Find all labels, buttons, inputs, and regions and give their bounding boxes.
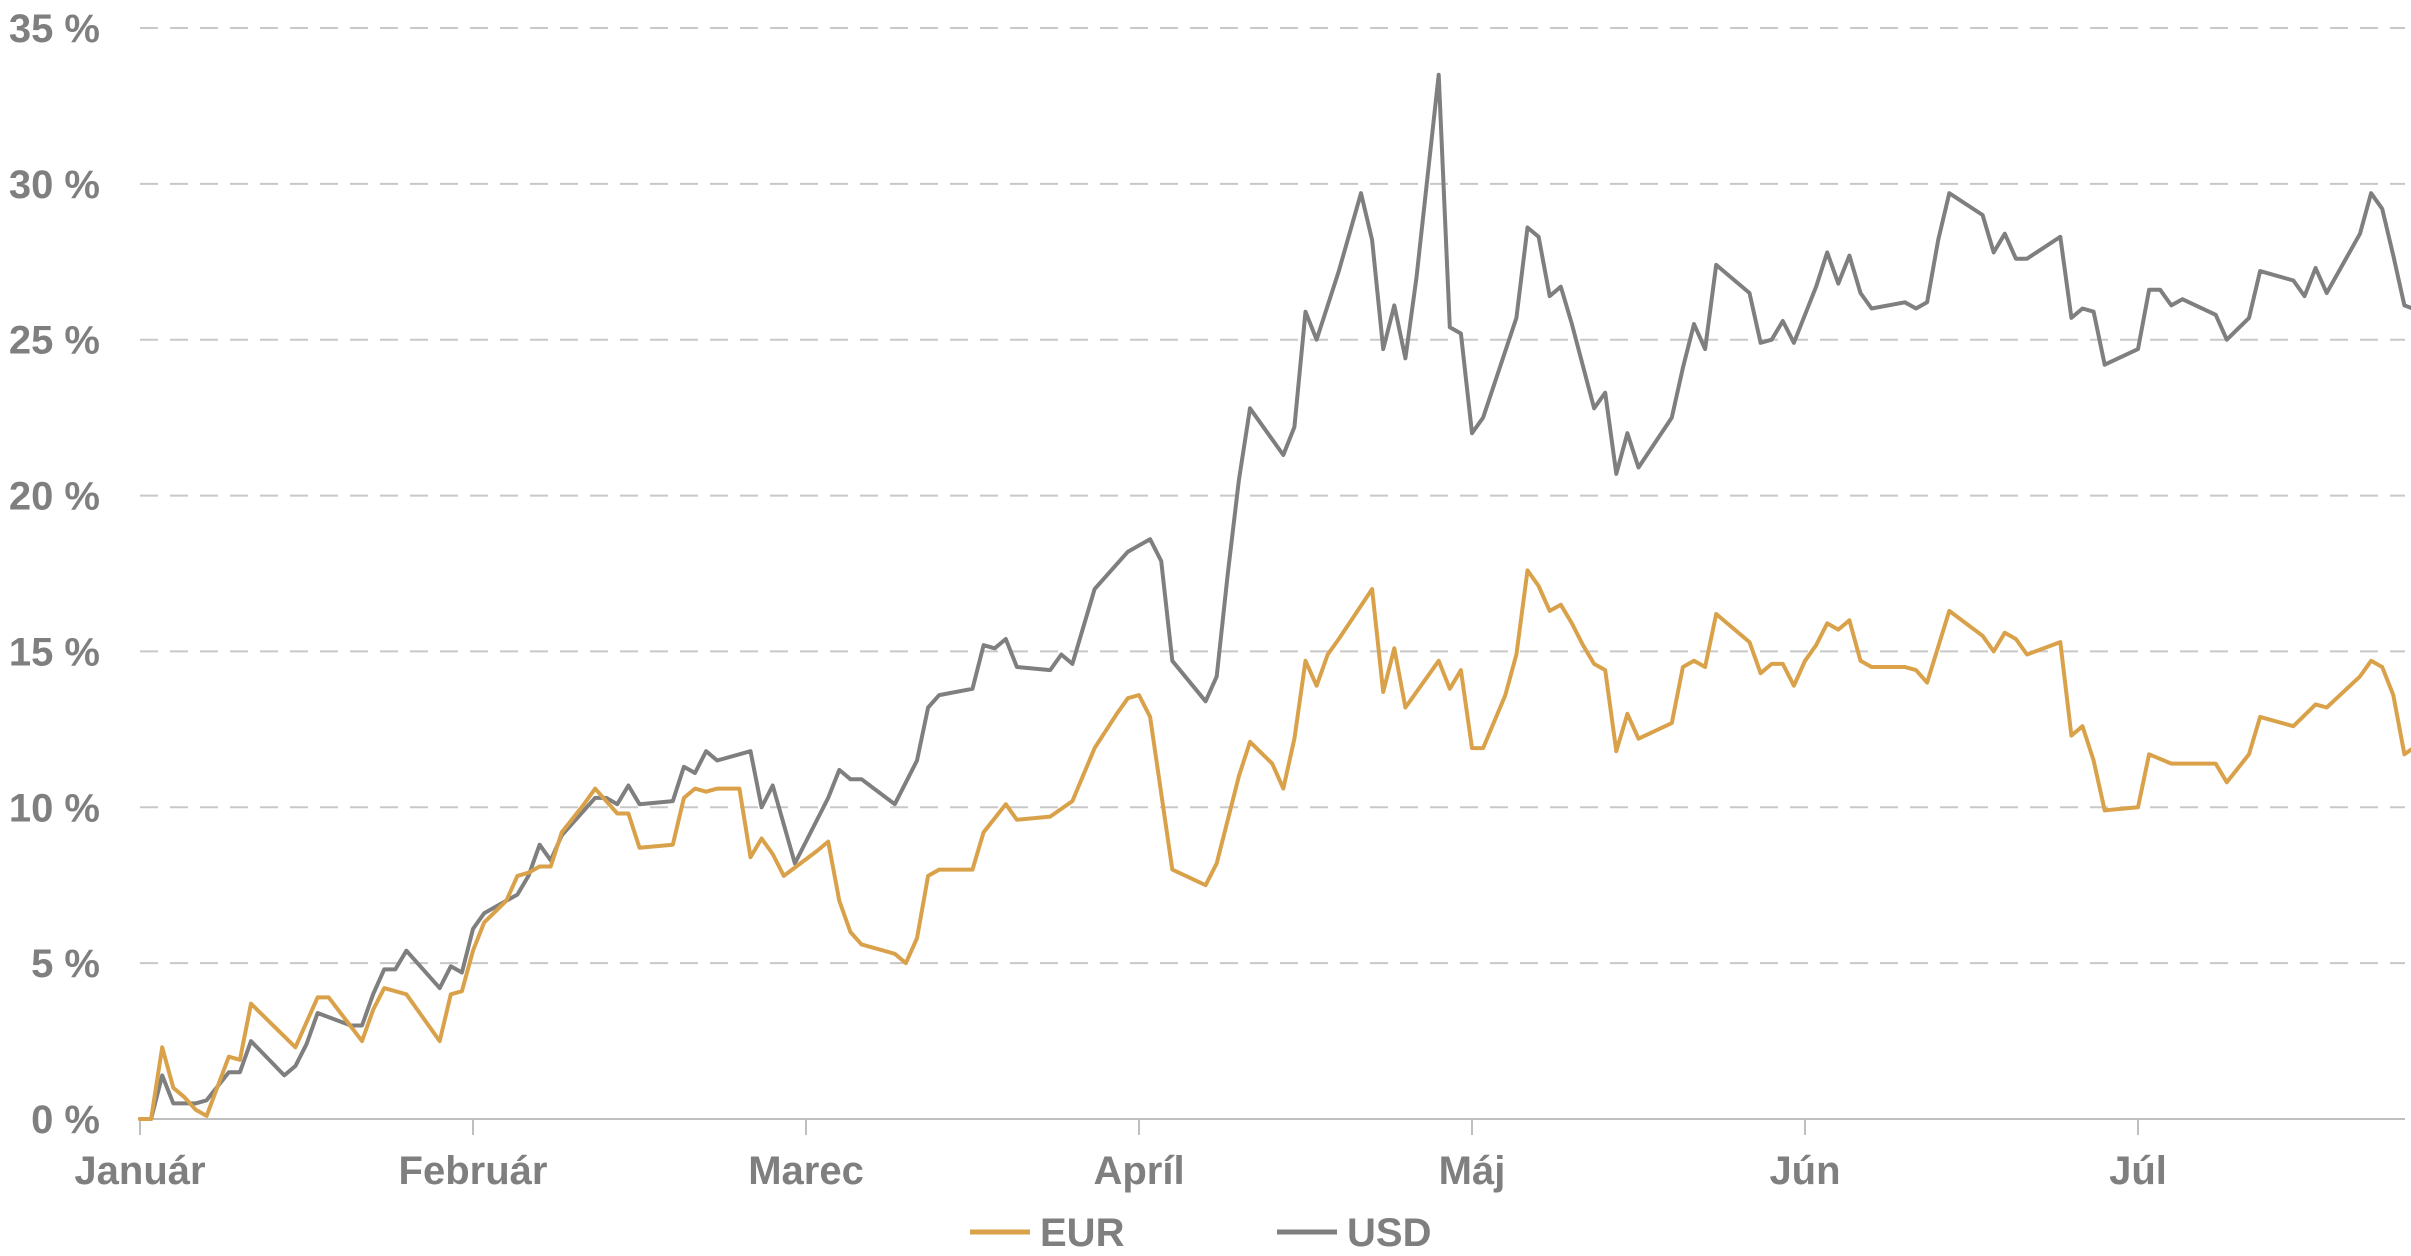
series-line-eur xyxy=(138,568,2411,1121)
x-tick-label: Jún xyxy=(1769,1149,1840,1193)
y-tick-label: 10 % xyxy=(9,786,100,830)
y-tick-label: 0 % xyxy=(31,1098,100,1142)
y-tick-label: 25 % xyxy=(9,319,100,363)
legend-label-eur: EUR xyxy=(1040,1211,1125,1255)
series-layer xyxy=(138,72,2411,1121)
y-tick-label: 35 % xyxy=(9,7,100,51)
y-tick-label: 15 % xyxy=(9,630,100,674)
y-tick-label: 30 % xyxy=(9,163,100,207)
gridlines xyxy=(140,27,2405,965)
y-tick-label: 5 % xyxy=(31,942,100,986)
x-tick-label: Marec xyxy=(748,1149,864,1193)
x-tick-label: Apríl xyxy=(1093,1149,1184,1193)
series-line-usd xyxy=(138,72,2411,1121)
y-tick-label: 20 % xyxy=(9,475,100,519)
legend-label-usd: USD xyxy=(1347,1211,1431,1255)
legend: EUR USD xyxy=(970,1211,1431,1255)
x-tick-label: Február xyxy=(399,1149,548,1193)
x-tick-label: Máj xyxy=(1439,1149,1506,1193)
x-tick-label: Január xyxy=(74,1149,205,1193)
x-axis: Január Február Marec Apríl Máj Jún Júl xyxy=(74,1118,2405,1193)
x-tick-label: Júl xyxy=(2109,1149,2167,1193)
y-axis-tick-labels: 0 % 5 % 10 % 15 % 20 % 25 % 30 % 35 % xyxy=(9,7,100,1142)
